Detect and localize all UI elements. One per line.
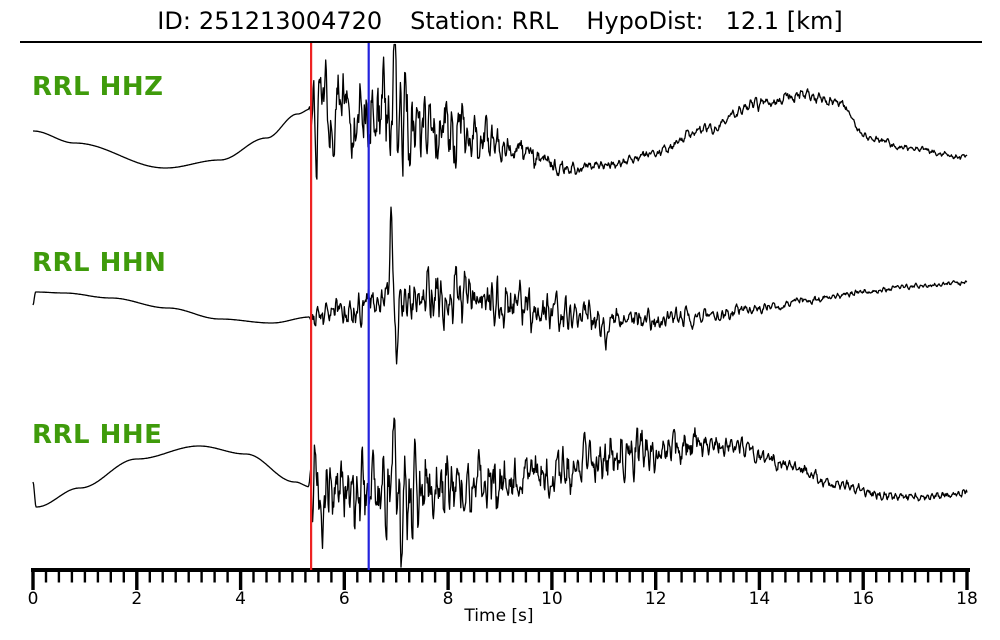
trace-waveform-hhz bbox=[32, 43, 968, 180]
trace-waveform-hhe bbox=[32, 417, 968, 568]
x-axis-tick-label: 4 bbox=[235, 589, 246, 609]
x-axis-tick-label: 14 bbox=[749, 589, 771, 609]
x-axis-tick-label: 2 bbox=[131, 589, 142, 609]
station-group: Station: RRL bbox=[410, 5, 558, 37]
hypodist-value: 12.1 [km] bbox=[725, 7, 843, 35]
title-divider-line bbox=[20, 41, 982, 43]
x-axis-tick-label: 12 bbox=[645, 589, 667, 609]
station-value: RRL bbox=[511, 7, 559, 35]
hypodist-group: HypoDist: 12.1 [km] bbox=[586, 5, 842, 37]
event-id-value: 251213004720 bbox=[198, 7, 383, 35]
event-id-group: ID: 251213004720 bbox=[157, 5, 382, 37]
trace-label-hhn: RRL HHN bbox=[32, 248, 167, 278]
x-axis-tick-label: 16 bbox=[852, 589, 874, 609]
figure-title: ID: 251213004720 Station: RRL HypoDist: 12.1 … bbox=[0, 5, 1000, 37]
x-axis-tick-label: 0 bbox=[28, 589, 39, 609]
x-axis-tick-label: 18 bbox=[956, 589, 978, 609]
hypodist-label: HypoDist: bbox=[586, 7, 704, 35]
x-axis-tick-label: 6 bbox=[339, 589, 350, 609]
trace-label-hhz: RRL HHZ bbox=[32, 72, 164, 102]
x-axis-tick-label: 10 bbox=[541, 589, 563, 609]
x-axis-tick-label: 8 bbox=[443, 589, 454, 609]
station-label: Station: bbox=[410, 7, 504, 35]
event-id-label: ID: bbox=[157, 7, 191, 35]
trace-waveform-hhn bbox=[32, 206, 968, 365]
x-axis-label: Time [s] bbox=[463, 606, 533, 626]
trace-label-hhe: RRL HHE bbox=[32, 420, 163, 450]
